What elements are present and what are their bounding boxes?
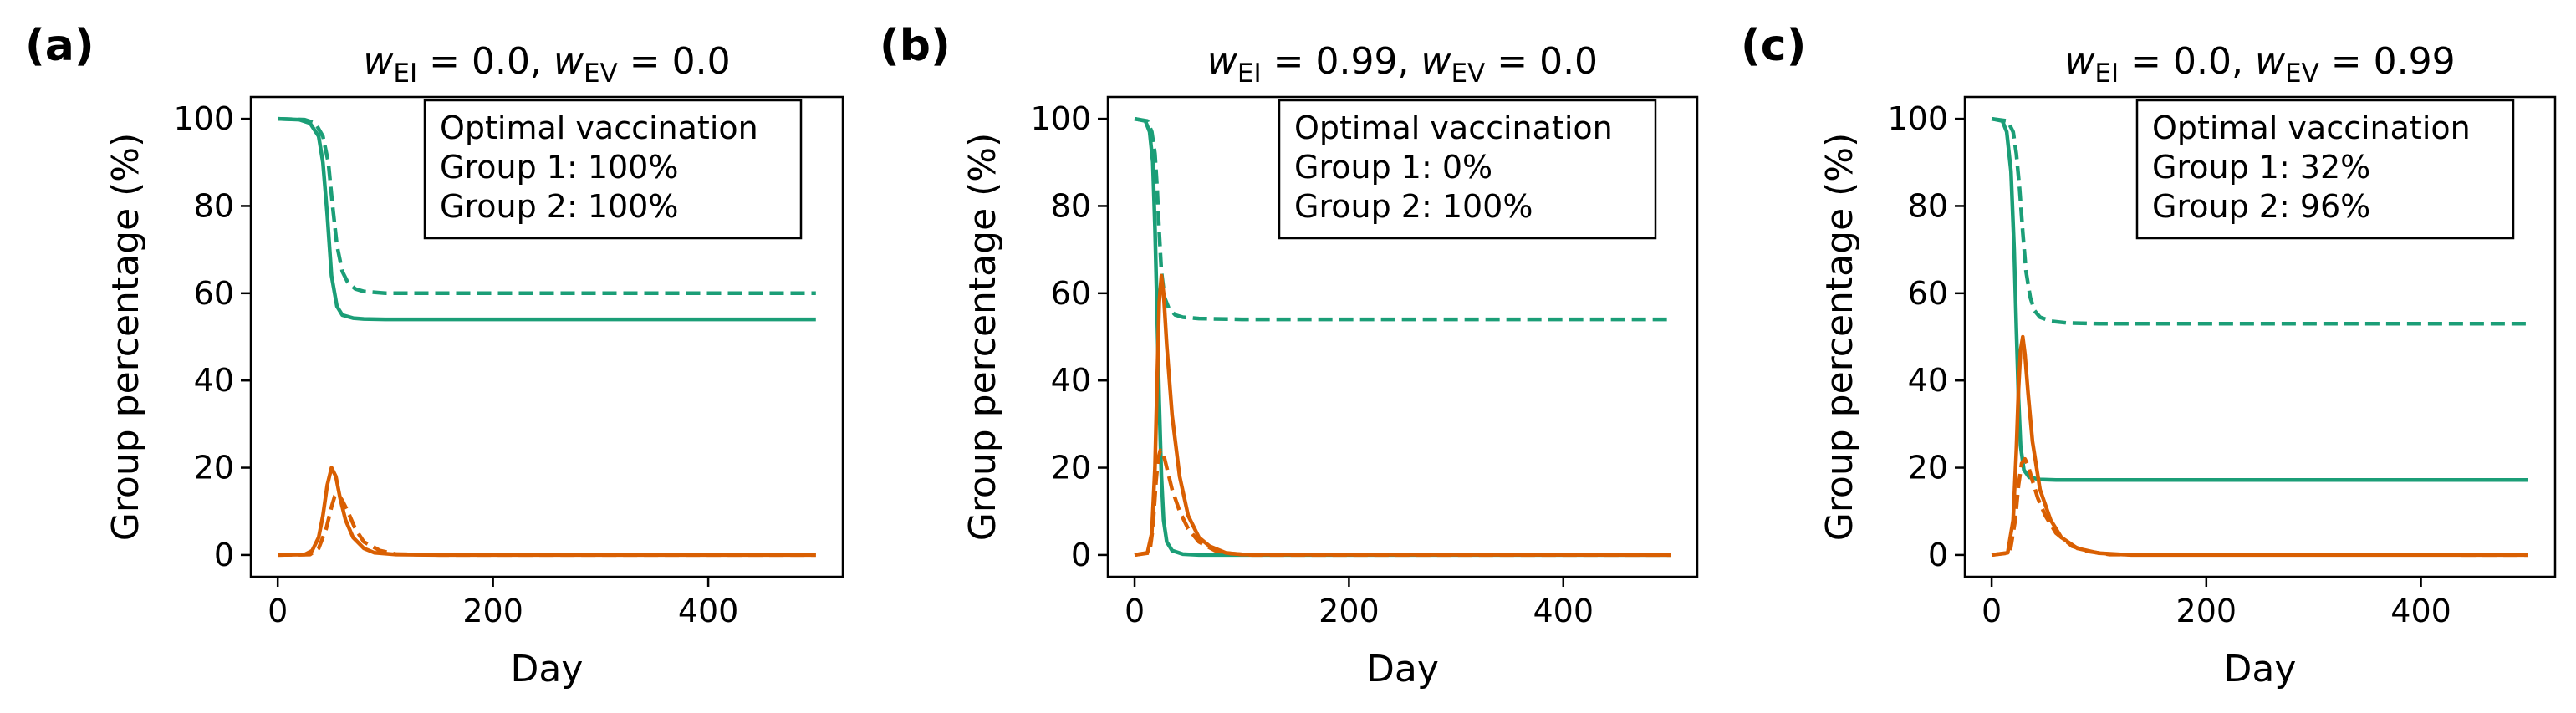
x-tick-label: 400 [1533,593,1594,629]
y-tick-label: 60 [194,275,234,312]
x-axis-label: Day [1366,648,1439,690]
series-line-3 [1134,273,1671,558]
x-tick-label: 400 [678,593,739,629]
series-line-4 [1134,448,1671,558]
chart-title: wEI = 0.0, wEV = 0.99 [2064,40,2455,89]
series-line-2 [278,116,816,296]
chart-panel-b: (b) wEI = 0.99, wEV = 0.0 0 200 400 0 20 40 60 80… [880,21,1699,690]
series-line-1 [278,116,816,322]
series-line-1 [1991,116,2528,482]
y-tick-label: 80 [1908,187,1948,224]
series-line-4 [278,491,816,558]
y-tick-label: 40 [194,362,234,399]
y-tick-label: 40 [1908,362,1948,399]
y-tick-label: 100 [1030,100,1091,137]
series-line-1 [1134,116,1671,558]
axes-frame [1106,95,1699,578]
x-tick-label: 400 [2390,593,2451,629]
x-tick-label: 200 [462,593,523,629]
y-tick-label: 20 [1051,450,1091,486]
y-tick-label: 0 [214,537,234,573]
axes-frame [249,95,844,578]
x-tick-label: 0 [268,593,288,629]
y-axis-label: Group percentage (%) [1819,133,1861,542]
y-tick-label: 20 [194,450,234,486]
annotation-line-1: Optimal vaccination [2152,109,2471,146]
series-line-2 [1991,116,2528,326]
chart-panel-a: (a) wEI = 0.0, wEV = 0.0 0 200 400 0 20 40 60 80 1… [25,21,844,690]
annotation-box [423,99,803,240]
annotation-line-2: Group 1: 100% [440,149,678,186]
annotation-line-2: Group 1: 32% [2152,149,2370,186]
series-line-4 [1991,456,2528,558]
panel-label: (a) [25,21,94,71]
y-tick-label: 40 [1051,362,1091,399]
annotation-line-2: Group 1: 0% [1294,149,1492,186]
x-tick-label: 0 [1125,593,1145,629]
x-tick-label: 200 [1319,593,1380,629]
panel-label: (c) [1741,21,1806,71]
x-tick-label: 200 [2176,593,2237,629]
y-tick-label: 80 [194,187,234,224]
annotation-line-1: Optimal vaccination [1294,109,1613,146]
y-tick-label: 100 [1887,100,1948,137]
series-line-3 [278,466,816,558]
y-axis-label: Group percentage (%) [105,133,147,542]
x-axis-label: Day [2224,648,2297,690]
x-tick-label: 0 [1982,593,2002,629]
x-axis-label: Day [511,648,584,690]
annotation-line-3: Group 2: 100% [1294,188,1533,225]
axes-frame [1963,95,2557,578]
y-axis-label: Group percentage (%) [962,133,1004,542]
y-tick-label: 80 [1051,187,1091,224]
chart-panel-c: (c) wEI = 0.0, wEV = 0.99 0 200 400 0 20 40 60 80… [1741,21,2557,690]
annotation-line-3: Group 2: 100% [440,188,678,225]
chart-title: wEI = 0.99, wEV = 0.0 [1207,40,1598,89]
y-tick-label: 20 [1908,450,1948,486]
annotation-box [2135,99,2515,240]
annotation-box [1278,99,1657,240]
y-tick-label: 60 [1051,275,1091,312]
y-tick-label: 60 [1908,275,1948,312]
annotation-line-1: Optimal vaccination [440,109,758,146]
y-tick-label: 0 [1928,537,1948,573]
series-line-3 [1991,334,2528,558]
panel-label: (b) [880,21,951,71]
annotation-line-3: Group 2: 96% [2152,188,2370,225]
y-tick-label: 100 [173,100,234,137]
y-tick-label: 0 [1071,537,1091,573]
chart-title: wEI = 0.0, wEV = 0.0 [363,40,730,89]
